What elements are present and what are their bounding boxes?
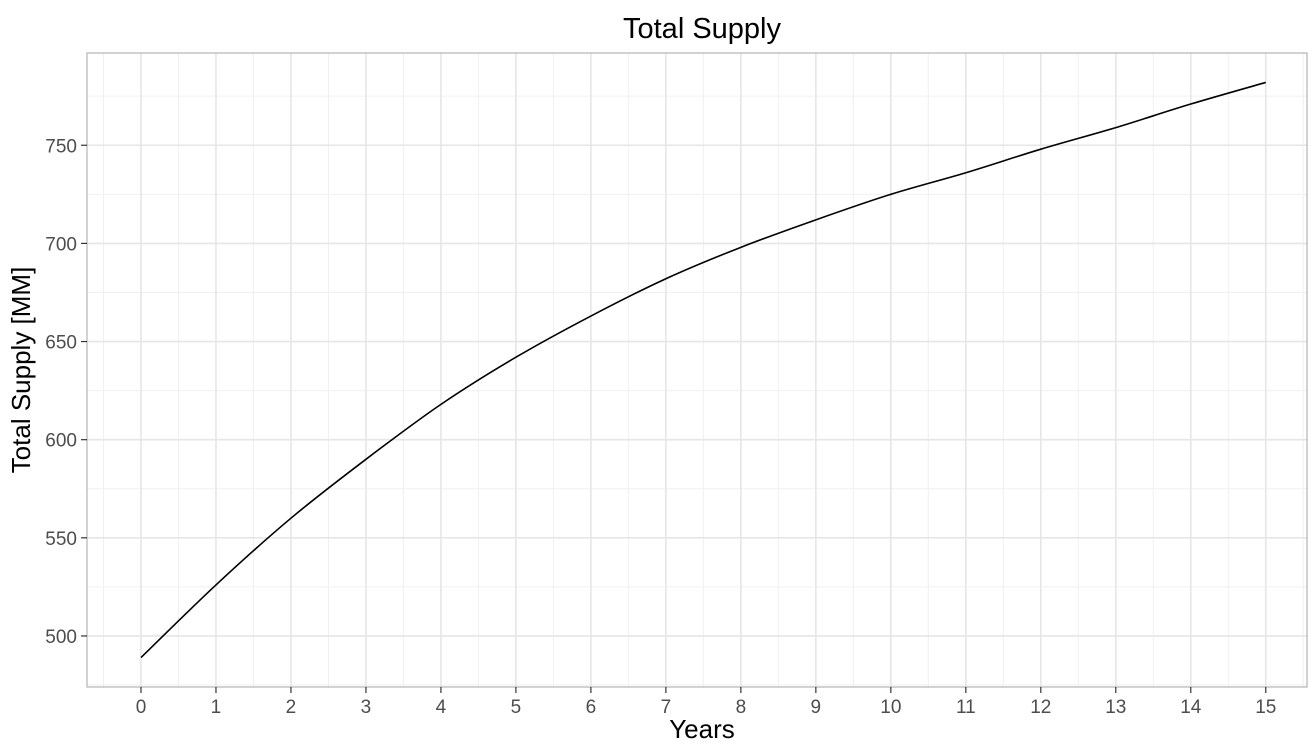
chart-title: Total Supply [623, 13, 781, 45]
x-tick-label: 4 [436, 697, 447, 718]
x-tick-label: 11 [956, 697, 976, 718]
x-tick-label: 1 [211, 697, 222, 718]
y-tick-label: 500 [45, 627, 77, 648]
x-tick-label: 9 [811, 697, 822, 718]
y-tick-label: 650 [45, 333, 77, 354]
x-tick-label: 0 [136, 697, 147, 718]
x-tick-label: 5 [511, 697, 522, 718]
x-axis-title: Years [669, 714, 735, 742]
y-tick-label: 600 [45, 431, 77, 452]
x-tick-label: 14 [1180, 697, 1202, 718]
x-tick-label: 15 [1255, 697, 1276, 718]
y-tick-label: 700 [45, 234, 77, 255]
x-tick-label: 7 [661, 697, 672, 718]
y-axis-title: Total Supply [MM] [6, 267, 36, 474]
y-tick-label: 550 [45, 529, 77, 550]
x-tick-label: 10 [880, 697, 901, 718]
x-tick-label: 12 [1030, 697, 1051, 718]
x-tick-label: 3 [361, 697, 372, 718]
x-tick-label: 6 [586, 697, 597, 718]
series-layer [140, 81, 1266, 659]
y-tick-label: 750 [45, 136, 77, 157]
x-tick-label: 8 [736, 697, 747, 718]
x-tick-label: 13 [1105, 697, 1126, 718]
grid [87, 53, 1307, 687]
plot-panel-border [86, 52, 1308, 688]
x-tick-label: 2 [286, 697, 297, 718]
series-line-total-supply [140, 81, 1266, 659]
